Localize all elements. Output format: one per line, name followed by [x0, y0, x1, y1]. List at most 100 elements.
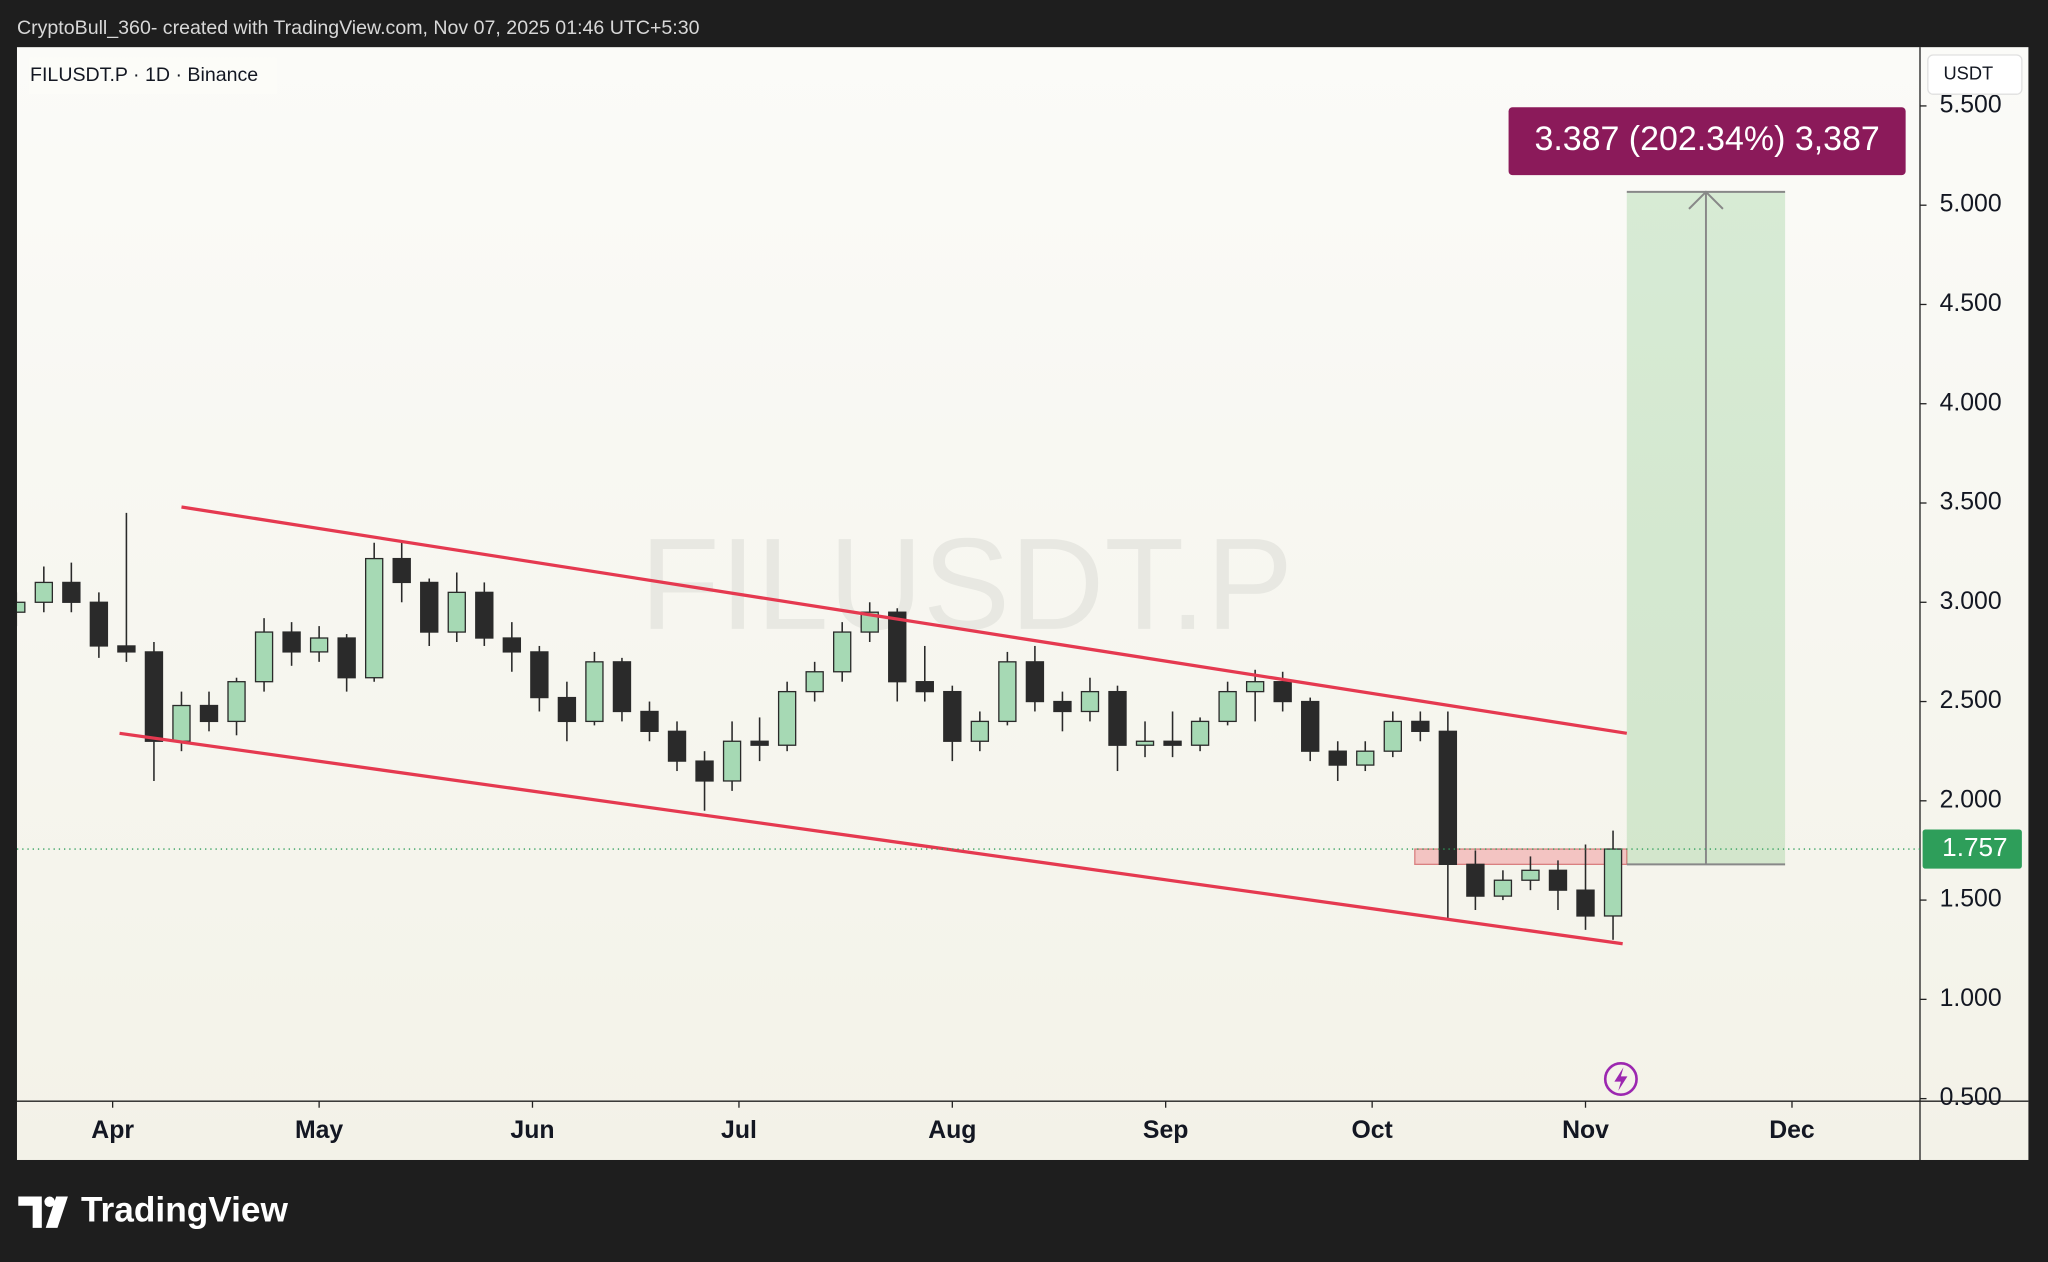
measure-arrowhead: [1688, 190, 1724, 210]
x-tick-label: Dec: [1769, 1117, 1815, 1144]
candle-body: [1383, 720, 1402, 752]
candle-body: [722, 740, 742, 782]
chart-title: FILUSDT.P · 1D · Binance: [30, 64, 258, 86]
watermark: FILUSDT.P: [640, 511, 1293, 657]
y-tick-label: 1.000: [1940, 985, 2002, 1012]
candle-body: [1576, 889, 1595, 917]
candle-body: [1328, 750, 1347, 766]
candle-body: [557, 696, 577, 723]
candle-body: [585, 661, 604, 723]
candle-body: [337, 637, 356, 679]
candle-body: [172, 704, 191, 742]
candle-body: [1108, 690, 1127, 746]
candle-body: [1163, 740, 1182, 746]
x-tick-label: Sep: [1143, 1117, 1188, 1144]
candle-body: [1080, 690, 1100, 713]
candle-body: [364, 557, 384, 679]
x-tick-label: Jul: [721, 1117, 757, 1144]
candle-body: [1493, 879, 1513, 897]
candle-body: [89, 601, 109, 647]
candle-body: [1053, 700, 1072, 713]
candle-body: [62, 581, 81, 603]
candle-body: [805, 671, 824, 693]
candle-body: [943, 690, 962, 742]
candle-body: [640, 710, 659, 732]
footer-brand: TradingView: [81, 1191, 289, 1230]
candle-body: [888, 611, 907, 683]
y-tick-label: 2.000: [1940, 786, 2002, 813]
currency-box: [1927, 54, 2023, 95]
candle-body: [667, 730, 687, 762]
candle-body: [502, 637, 522, 653]
y-tick-label: 4.500: [1940, 290, 2002, 317]
title-bg: [28, 57, 277, 95]
x-tick-label: Jun: [510, 1117, 554, 1144]
x-tick-label: May: [295, 1117, 343, 1144]
event-bolt: [1614, 1067, 1628, 1091]
candle-body: [282, 631, 301, 653]
candle-body: [1438, 730, 1458, 866]
logo-dot: [44, 1196, 55, 1207]
y-tick-label: 5.000: [1940, 191, 2002, 218]
x-tick-label: Nov: [1562, 1117, 1609, 1144]
candle-body: [970, 720, 990, 742]
candle-body: [1603, 848, 1623, 917]
candle-body: [1356, 750, 1375, 766]
candle-body: [530, 651, 549, 699]
candle-body: [1273, 681, 1292, 703]
logo-v: [45, 1196, 68, 1228]
candle-body: [1245, 681, 1265, 693]
plot: [16, 190, 1920, 946]
candle-body: [309, 637, 329, 653]
chart-area: [16, 47, 2029, 1160]
y-tick-label: 2.500: [1940, 687, 2002, 714]
y-tick-label: 0.500: [1940, 1084, 2002, 1111]
last-price-box: [1922, 829, 2022, 869]
candle-body: [915, 681, 934, 693]
candle-body: [777, 690, 797, 746]
footer-logo: TradingView: [18, 1191, 289, 1230]
x-tick-label: Apr: [91, 1117, 134, 1144]
candle-body: [1548, 869, 1568, 891]
logo-t: [18, 1196, 42, 1228]
y-tick-label: 1.500: [1940, 886, 2002, 913]
candle-body: [392, 557, 411, 584]
y-tick-label: 5.500: [1940, 91, 2002, 118]
candle-body: [860, 611, 879, 633]
overlay: 3.387 (202.34%) 3,387: [1508, 107, 1906, 176]
y-tick-label: 4.000: [1940, 389, 2002, 416]
attribution: CryptoBull_360- created with TradingView…: [17, 17, 700, 39]
trendline: [119, 731, 1623, 946]
candle-body: [420, 581, 439, 633]
y-tick-label: 3.000: [1940, 588, 2002, 615]
candle-body: [1411, 720, 1430, 732]
candle-body: [447, 591, 466, 633]
candle-body: [1135, 740, 1155, 746]
candle-body: [254, 631, 274, 683]
candle-body: [833, 631, 852, 673]
candle-body: [199, 704, 219, 723]
x-tick-label: Aug: [928, 1117, 976, 1144]
candle-body: [1521, 869, 1540, 881]
candle-body: [475, 591, 494, 639]
candle-body: [1190, 720, 1210, 746]
y-tick-label: 3.500: [1940, 489, 2002, 516]
measure-label-box: [1508, 107, 1906, 176]
candle-body: [695, 760, 714, 782]
event-icon[interactable]: [1603, 1062, 1638, 1096]
candle-body: [750, 740, 769, 746]
range-zone: [1414, 848, 1628, 866]
candle-body: [1218, 690, 1237, 723]
candle-body: [16, 601, 26, 613]
candle-body: [612, 661, 632, 713]
candle-body: [34, 581, 54, 603]
candle-body: [117, 645, 136, 653]
measure-label: 3.387 (202.34%) 3,387: [1534, 120, 1879, 158]
candle-body: [227, 681, 246, 723]
x-tick-label: Oct: [1351, 1117, 1392, 1144]
candle-body: [144, 651, 164, 742]
candle-body: [1466, 863, 1485, 897]
candle-body: [1025, 661, 1045, 703]
